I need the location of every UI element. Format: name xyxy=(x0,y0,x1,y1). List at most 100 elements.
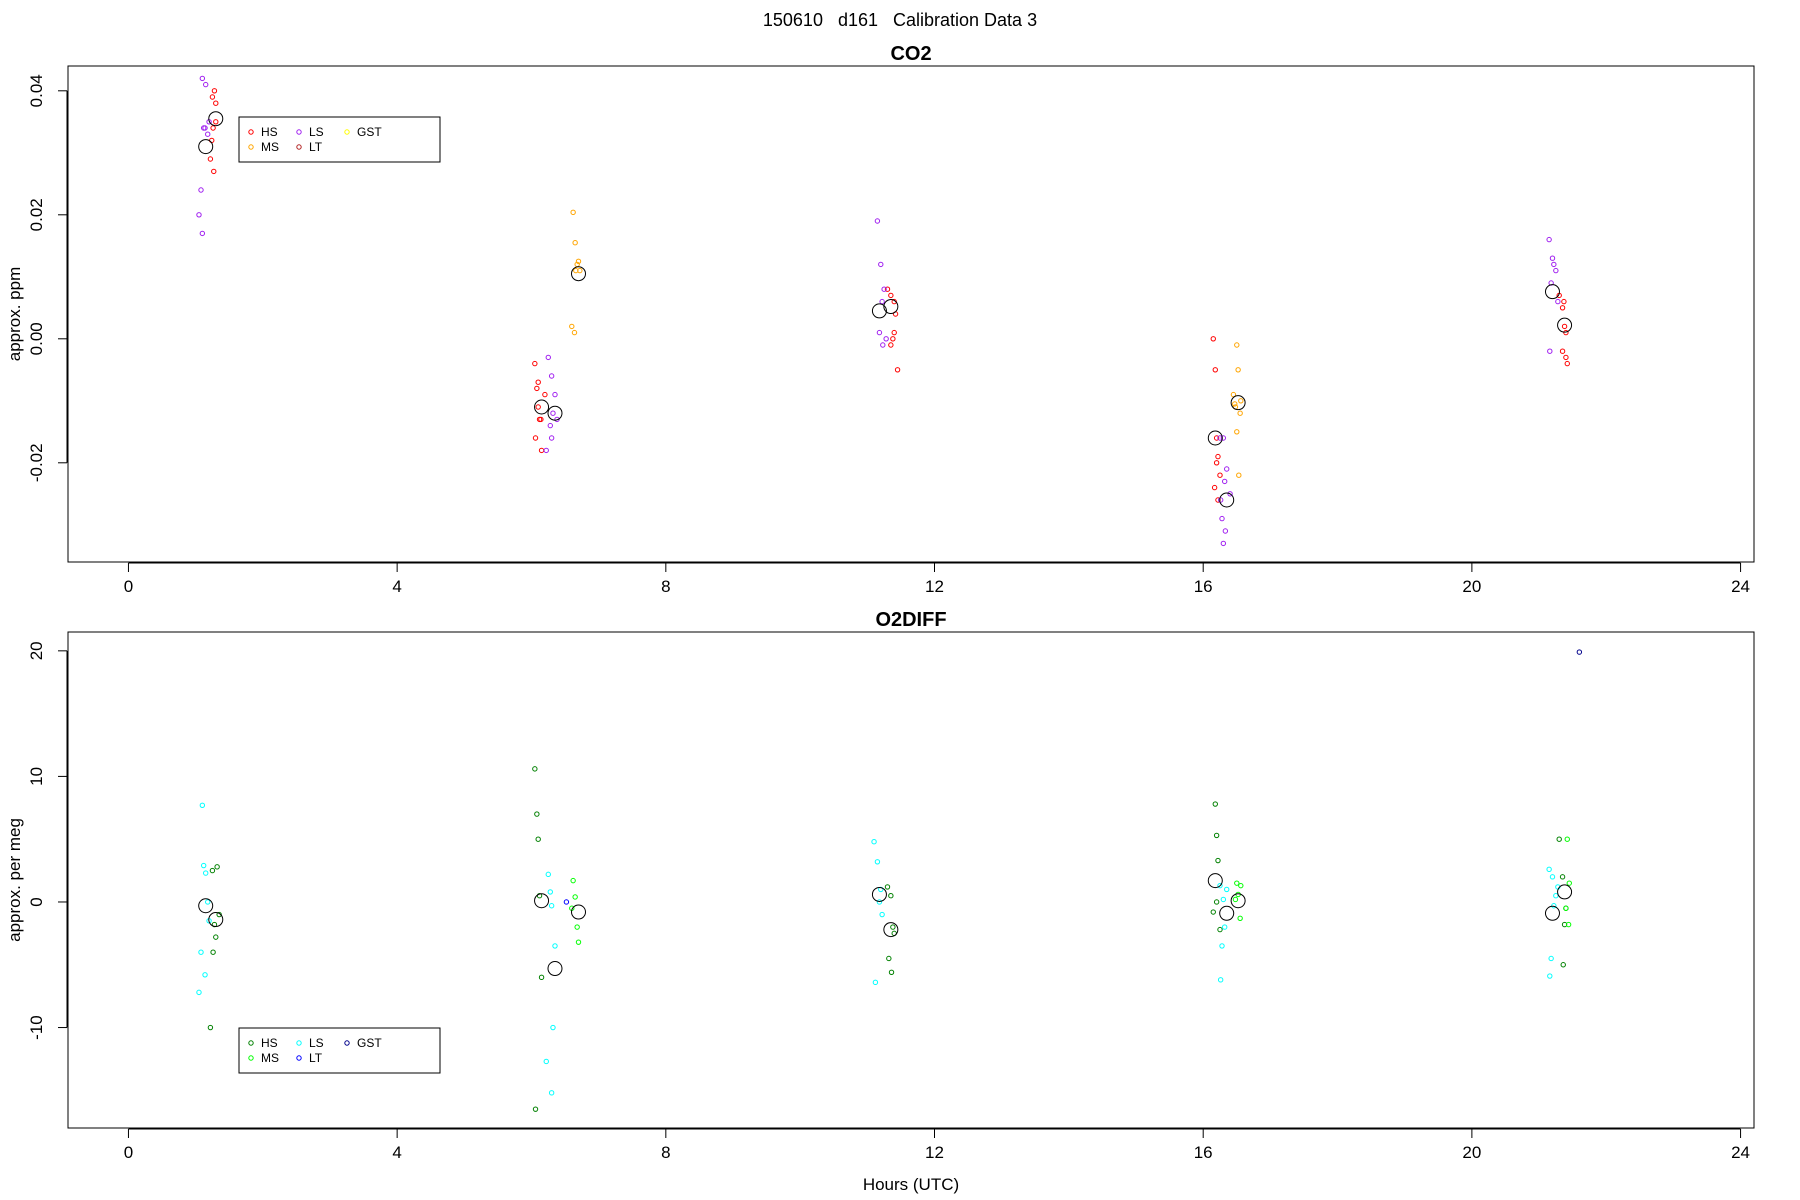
data-point-ls xyxy=(550,1024,556,1031)
y-axis-label: approx. per meg xyxy=(5,818,24,942)
data-point-ms xyxy=(573,267,579,274)
legend-marker xyxy=(248,129,254,135)
data-point-hs xyxy=(538,416,544,423)
x-tick-label: 0 xyxy=(124,577,133,596)
data-point-ls xyxy=(872,979,879,986)
mean-marker xyxy=(571,266,587,282)
data-point-hs xyxy=(1213,832,1220,839)
data-point-hs xyxy=(888,292,894,299)
data-point-hs xyxy=(1212,367,1218,373)
x-tick-label: 0 xyxy=(124,1143,133,1162)
data-point-ls xyxy=(1547,973,1553,979)
mean-marker xyxy=(883,922,899,938)
data-point-hs xyxy=(535,379,541,385)
data-point-ls xyxy=(543,1058,549,1065)
x-tick-label: 20 xyxy=(1462,577,1481,596)
data-point-ls xyxy=(196,212,202,218)
data-point-hs xyxy=(535,404,541,410)
data-point-ls xyxy=(547,422,553,429)
legend-label: HS xyxy=(261,1036,278,1050)
mean-marker xyxy=(1544,284,1560,300)
x-tick-label: 8 xyxy=(661,577,670,596)
x-tick-label: 12 xyxy=(925,577,944,596)
data-point-ls xyxy=(547,889,553,895)
legend-marker xyxy=(296,1055,302,1061)
mean-marker xyxy=(1557,317,1573,333)
data-point-ls xyxy=(1219,515,1225,522)
y-tick-label: 20 xyxy=(27,641,46,660)
data-point-hs xyxy=(890,924,896,930)
legend-box xyxy=(238,1027,441,1074)
data-point-hs xyxy=(891,329,897,336)
data-point-ms xyxy=(1566,880,1572,886)
data-point-ls xyxy=(1546,866,1552,873)
mean-marker xyxy=(547,961,563,977)
data-point-hs xyxy=(211,88,218,94)
data-point-ls xyxy=(880,342,886,348)
data-point-ls xyxy=(196,989,202,996)
data-point-ls xyxy=(1219,943,1225,949)
legend-label: LS xyxy=(309,1036,324,1050)
x-tick-label: 8 xyxy=(661,1143,670,1162)
mean-marker xyxy=(1219,905,1235,921)
mean-marker xyxy=(871,886,887,902)
mean-marker xyxy=(1230,395,1246,411)
y-tick-label: 0.00 xyxy=(27,322,46,355)
data-point-hs xyxy=(1210,336,1216,342)
data-point-ls xyxy=(883,336,889,342)
data-point-ls xyxy=(1220,540,1227,547)
data-point-ls xyxy=(1217,977,1224,983)
data-point-ls xyxy=(1549,874,1556,880)
data-point-ls xyxy=(874,218,881,224)
mean-marker xyxy=(1557,884,1573,900)
mean-marker xyxy=(871,303,887,319)
data-point-hs xyxy=(210,949,216,955)
data-point-ms xyxy=(1565,921,1572,928)
data-point-hs xyxy=(890,336,896,342)
legend-marker xyxy=(248,144,254,150)
mean-marker xyxy=(208,111,224,127)
data-point-hs xyxy=(888,969,895,975)
data-point-hs xyxy=(1212,801,1218,807)
legend-marker xyxy=(296,1040,302,1046)
data-point-ls xyxy=(1553,892,1559,899)
legend-label: MS xyxy=(261,1051,279,1065)
data-point-ls xyxy=(1217,497,1224,503)
data-point-hs xyxy=(213,100,219,106)
data-point-ls xyxy=(203,870,209,876)
data-point-ls xyxy=(1220,896,1227,903)
data-point-ls xyxy=(198,187,204,193)
mean-marker xyxy=(571,904,587,920)
data-point-ls xyxy=(1547,348,1553,354)
data-point-ls xyxy=(552,943,558,949)
data-point-ls xyxy=(552,391,558,398)
data-point-ls xyxy=(543,447,549,454)
data-point-ms xyxy=(570,877,576,884)
y-tick-label: 0.04 xyxy=(27,74,46,107)
mean-marker xyxy=(1207,430,1223,446)
mean-marker xyxy=(1207,873,1223,889)
data-point-ms xyxy=(1234,342,1240,348)
data-point-hs xyxy=(538,447,545,454)
mean-marker xyxy=(547,405,563,421)
x-tick-label: 24 xyxy=(1731,577,1750,596)
data-point-ls xyxy=(199,802,206,808)
data-point-hs xyxy=(884,286,891,292)
data-point-hs xyxy=(542,391,548,398)
data-point-ls xyxy=(1546,236,1552,243)
data-point-ls xyxy=(199,75,206,82)
data-point-ms xyxy=(1237,410,1243,416)
data-point-ms xyxy=(572,894,578,900)
data-point-ms xyxy=(1235,891,1241,898)
data-point-hs xyxy=(894,367,901,373)
data-point-lt xyxy=(563,899,570,905)
legend-marker xyxy=(296,129,302,135)
x-tick-label: 16 xyxy=(1194,577,1213,596)
data-point-ms xyxy=(1238,882,1244,889)
figure-title: 150610 d161 Calibration Data 3 xyxy=(762,10,1038,30)
legend-label: LT xyxy=(309,1051,323,1065)
legend-label: LT xyxy=(309,140,323,154)
